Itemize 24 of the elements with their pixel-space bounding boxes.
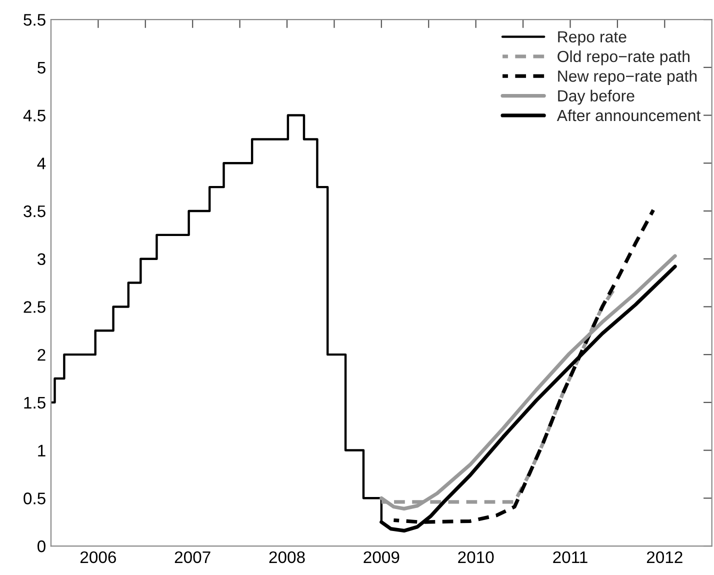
x-tick-label: 2007 — [174, 551, 210, 564]
legend-label: Repo rate — [558, 31, 626, 46]
x-tick-label: 2008 — [269, 551, 305, 564]
legend-label: New repo−rate path — [558, 70, 697, 85]
legend-label: After announcement — [556, 109, 701, 122]
y-tick-label: 4 — [37, 158, 46, 170]
legend-label: Day before — [558, 90, 634, 105]
y-tick-label: 0.5 — [24, 492, 46, 504]
y-tick-label: 2.5 — [24, 301, 46, 313]
y-tick-label: 4.5 — [23, 110, 46, 122]
x-tick-label: 2011 — [553, 551, 588, 564]
x-tick-label: 2012 — [646, 551, 682, 564]
x-tick-label: 2006 — [80, 551, 116, 564]
y-tick-label: 5 — [38, 62, 46, 74]
y-tick-label: 1 — [38, 444, 46, 456]
y-tick-label: 1.5 — [24, 397, 46, 409]
y-tick-label: 2 — [38, 348, 46, 361]
y-tick-label: 3.5 — [24, 205, 46, 218]
x-tick-label: 2010 — [458, 551, 494, 564]
y-tick-label: 5.5 — [24, 14, 46, 26]
y-tick-label: 3 — [37, 253, 46, 266]
x-tick-label: 2009 — [364, 551, 400, 564]
legend-label: Old repo−rate path — [558, 50, 690, 66]
y-tick-label: 0 — [38, 540, 46, 552]
